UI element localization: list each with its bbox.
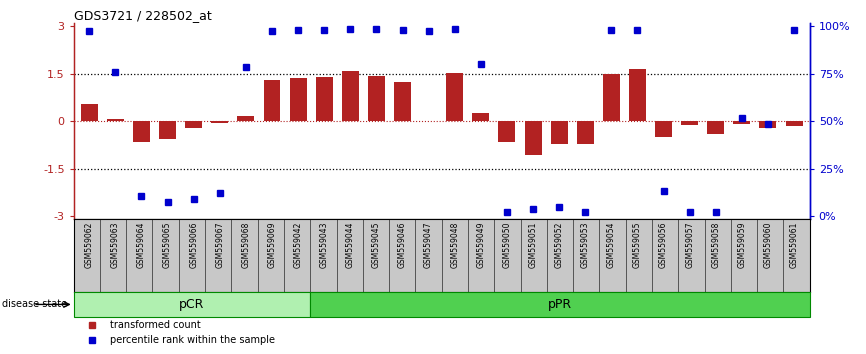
Text: pCR: pCR	[179, 298, 204, 311]
Text: GSM559069: GSM559069	[268, 222, 276, 268]
Text: GSM559063: GSM559063	[111, 222, 120, 268]
Text: GSM559065: GSM559065	[163, 222, 172, 268]
Bar	[159, 121, 176, 139]
Bar	[185, 121, 202, 128]
Text: GSM559050: GSM559050	[502, 222, 512, 268]
Bar	[734, 121, 750, 124]
Text: GSM559057: GSM559057	[685, 222, 695, 268]
Text: GSM559051: GSM559051	[528, 222, 538, 268]
Text: GSM559046: GSM559046	[398, 222, 407, 268]
Bar	[237, 116, 255, 121]
Text: GSM559044: GSM559044	[346, 222, 355, 268]
Bar	[81, 104, 98, 121]
Bar	[655, 121, 672, 137]
Text: GSM559064: GSM559064	[137, 222, 146, 268]
Bar	[682, 121, 698, 125]
Text: pPR: pPR	[548, 298, 572, 311]
Bar	[551, 121, 567, 144]
Bar	[107, 119, 124, 121]
Bar	[74, 292, 310, 317]
Text: GSM559042: GSM559042	[294, 222, 302, 268]
Text: GDS3721 / 228502_at: GDS3721 / 228502_at	[74, 9, 211, 22]
Bar	[603, 74, 620, 121]
Text: GSM559058: GSM559058	[711, 222, 721, 268]
Bar	[525, 121, 541, 154]
Text: GSM559068: GSM559068	[242, 222, 250, 268]
Bar	[133, 121, 150, 142]
Bar	[472, 113, 489, 121]
Text: GSM559052: GSM559052	[554, 222, 564, 268]
Bar	[577, 121, 594, 144]
Text: GSM559048: GSM559048	[450, 222, 459, 268]
Text: GSM559049: GSM559049	[476, 222, 485, 268]
Text: GSM559056: GSM559056	[659, 222, 668, 268]
Bar	[263, 80, 281, 121]
Text: GSM559066: GSM559066	[189, 222, 198, 268]
Text: GSM559062: GSM559062	[85, 222, 94, 268]
Text: GSM559055: GSM559055	[633, 222, 642, 268]
Bar	[446, 73, 463, 121]
Text: GSM559045: GSM559045	[372, 222, 381, 268]
Text: GSM559043: GSM559043	[320, 222, 329, 268]
Bar	[342, 70, 359, 121]
Bar	[394, 82, 411, 121]
Bar	[289, 79, 307, 121]
Bar	[759, 121, 777, 128]
Bar	[368, 76, 385, 121]
Text: GSM559053: GSM559053	[581, 222, 590, 268]
Bar	[316, 77, 333, 121]
Bar	[708, 121, 724, 134]
Legend: transformed count, percentile rank within the sample: transformed count, percentile rank withi…	[79, 316, 279, 349]
Text: disease state: disease state	[2, 299, 67, 309]
Text: GSM559060: GSM559060	[764, 222, 772, 268]
Text: GSM559067: GSM559067	[216, 222, 224, 268]
Text: GSM559061: GSM559061	[790, 222, 798, 268]
Bar	[310, 292, 810, 317]
Text: GSM559047: GSM559047	[424, 222, 433, 268]
Bar	[629, 69, 646, 121]
Bar	[211, 121, 229, 123]
Text: GSM559059: GSM559059	[737, 222, 746, 268]
Text: GSM559054: GSM559054	[607, 222, 616, 268]
Bar	[785, 121, 803, 126]
Bar	[499, 121, 515, 142]
